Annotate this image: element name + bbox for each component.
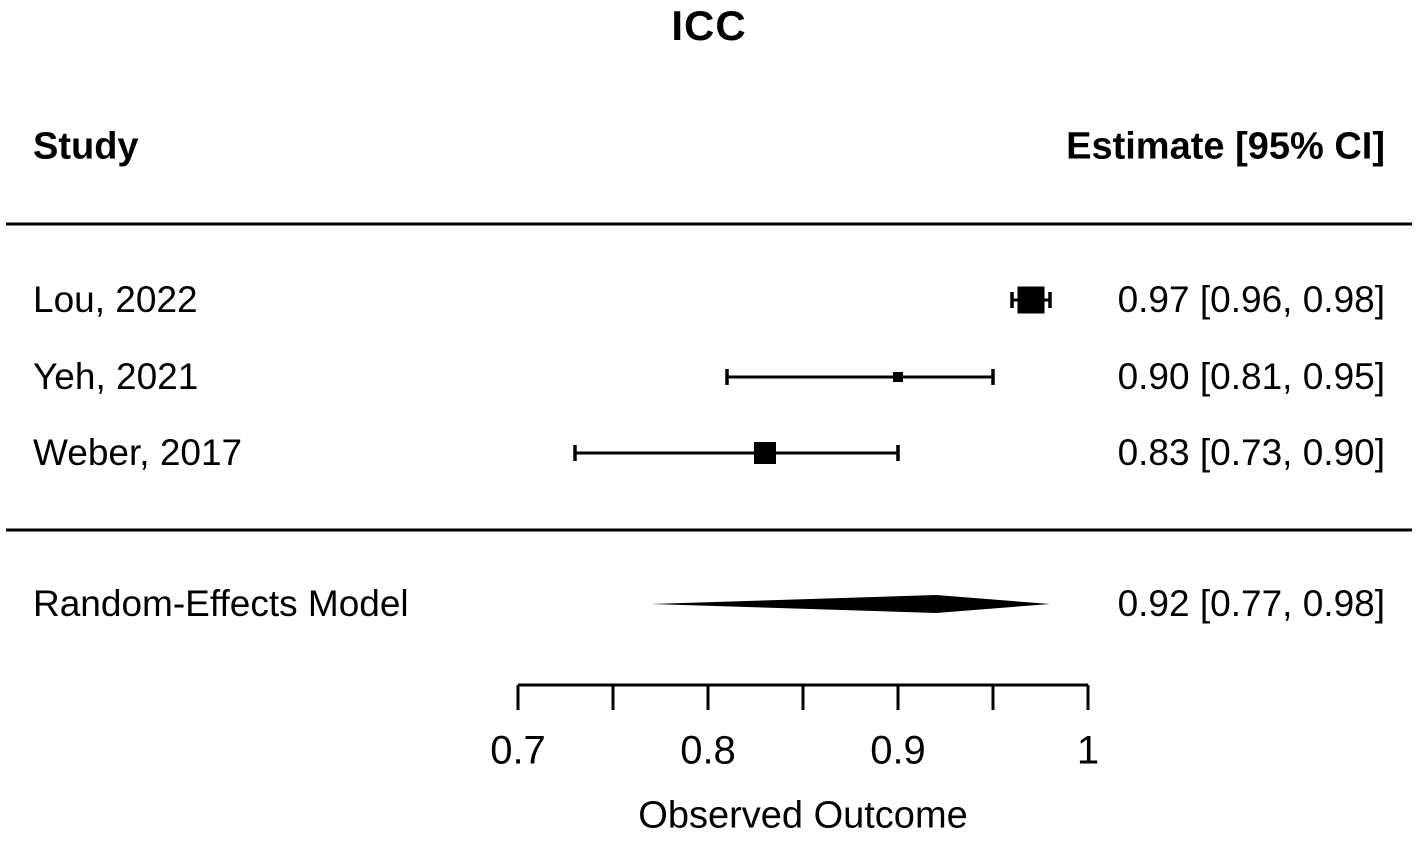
plot-title: ICC xyxy=(671,2,747,49)
column-header-estimate: Estimate [95% CI] xyxy=(1066,125,1385,168)
point-estimate-square xyxy=(1017,286,1045,314)
study-estimate: 0.97 [0.96, 0.98] xyxy=(1117,279,1385,320)
point-estimate-square xyxy=(754,442,776,464)
x-axis-tick-label: 0.8 xyxy=(680,728,736,773)
study-estimate: 0.90 [0.81, 0.95] xyxy=(1117,356,1385,397)
study-label: Lou, 2022 xyxy=(33,279,198,320)
study-label: Weber, 2017 xyxy=(33,432,243,473)
x-axis-tick-label: 0.7 xyxy=(490,728,546,773)
x-axis-title: Observed Outcome xyxy=(638,794,968,837)
summary-diamond xyxy=(651,595,1050,613)
summary-estimate: 0.92 [0.77, 0.98] xyxy=(1117,583,1385,624)
x-axis-tick-label: 1 xyxy=(1076,728,1100,773)
point-estimate-square xyxy=(893,372,903,382)
study-estimate: 0.83 [0.73, 0.90] xyxy=(1117,432,1385,473)
column-header-study: Study xyxy=(33,125,139,168)
study-label: Yeh, 2021 xyxy=(33,356,199,397)
summary-label: Random-Effects Model xyxy=(33,583,409,624)
x-axis-tick-label: 0.9 xyxy=(870,728,926,773)
